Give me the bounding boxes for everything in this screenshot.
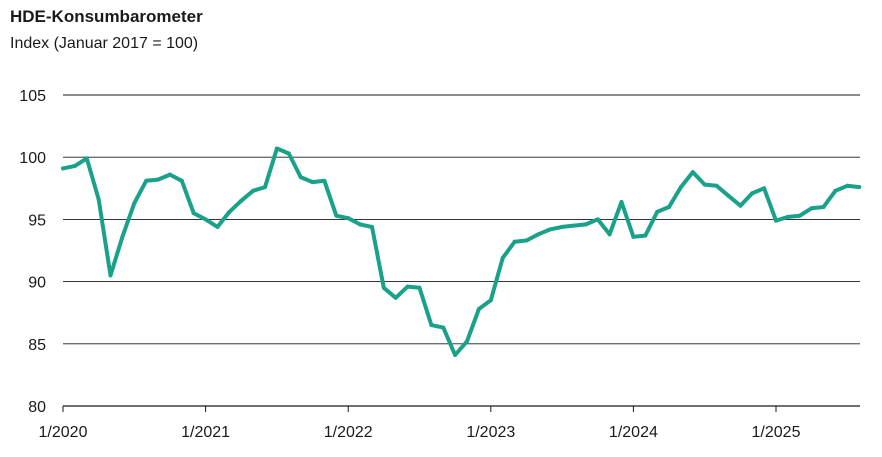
data-point bbox=[251, 188, 256, 193]
data-point bbox=[785, 214, 790, 219]
data-point bbox=[690, 170, 695, 175]
data-point bbox=[667, 204, 672, 209]
data-point bbox=[821, 204, 826, 209]
x-tick-label: 1/2023 bbox=[466, 424, 515, 441]
data-point bbox=[512, 239, 517, 244]
y-tick-label: 80 bbox=[28, 399, 46, 416]
data-point bbox=[417, 285, 422, 290]
data-point bbox=[833, 188, 838, 193]
series-line bbox=[61, 146, 862, 357]
data-point bbox=[631, 234, 636, 239]
y-tick-label: 85 bbox=[28, 337, 46, 354]
data-point bbox=[346, 216, 351, 221]
data-point bbox=[369, 224, 374, 229]
y-tick-label: 105 bbox=[19, 88, 46, 105]
data-point bbox=[393, 295, 398, 300]
x-tick-label: 1/2020 bbox=[39, 424, 88, 441]
data-point bbox=[61, 166, 65, 171]
data-point bbox=[156, 177, 161, 182]
data-point bbox=[714, 183, 719, 188]
data-point bbox=[203, 217, 208, 222]
data-point bbox=[845, 183, 850, 188]
data-point bbox=[607, 232, 612, 237]
data-point bbox=[227, 209, 232, 214]
data-point bbox=[263, 185, 268, 190]
data-point bbox=[560, 224, 565, 229]
data-point bbox=[583, 222, 588, 227]
data-point bbox=[120, 234, 125, 239]
chart-title: HDE-Konsumbarometer bbox=[10, 7, 203, 26]
data-point bbox=[453, 352, 458, 357]
data-point bbox=[274, 146, 279, 151]
x-tick-label: 1/2021 bbox=[181, 424, 230, 441]
data-point bbox=[310, 180, 315, 185]
data-point bbox=[334, 213, 339, 218]
data-point bbox=[108, 273, 113, 278]
data-point bbox=[322, 178, 327, 183]
data-point bbox=[548, 227, 553, 232]
data-point bbox=[96, 197, 101, 202]
data-point bbox=[358, 222, 363, 227]
data-point bbox=[179, 178, 184, 183]
data-point bbox=[239, 198, 244, 203]
data-point bbox=[595, 217, 600, 222]
data-point bbox=[429, 323, 434, 328]
x-tick-label: 1/2022 bbox=[324, 424, 373, 441]
data-point bbox=[524, 238, 529, 243]
data-point bbox=[536, 232, 541, 237]
data-point bbox=[405, 284, 410, 289]
y-tick-label: 90 bbox=[28, 275, 46, 292]
data-point bbox=[678, 185, 683, 190]
chart-subtitle: Index (Januar 2017 = 100) bbox=[10, 35, 199, 52]
x-tick-label: 1/2024 bbox=[609, 424, 658, 441]
data-point bbox=[72, 163, 77, 168]
data-point bbox=[500, 255, 505, 260]
data-point bbox=[619, 199, 624, 204]
data-point bbox=[702, 182, 707, 187]
data-point bbox=[441, 325, 446, 330]
data-point bbox=[381, 285, 386, 290]
data-point bbox=[655, 209, 660, 214]
y-tick-label: 95 bbox=[28, 212, 46, 229]
y-tick-label: 100 bbox=[19, 150, 46, 167]
data-point bbox=[298, 175, 303, 180]
data-point bbox=[476, 306, 481, 311]
x-tick-label: 1/2025 bbox=[752, 424, 801, 441]
data-point bbox=[797, 213, 802, 218]
data-point bbox=[762, 186, 767, 191]
data-point bbox=[488, 298, 493, 303]
data-point bbox=[144, 178, 149, 183]
data-point bbox=[750, 191, 755, 196]
data-point bbox=[571, 223, 576, 228]
data-point bbox=[132, 201, 137, 206]
data-point bbox=[191, 211, 196, 216]
data-point bbox=[774, 218, 778, 223]
data-point bbox=[643, 233, 648, 238]
data-point bbox=[738, 203, 743, 208]
data-point bbox=[84, 156, 89, 161]
data-point bbox=[465, 339, 470, 344]
data-point bbox=[726, 193, 731, 198]
data-point bbox=[215, 224, 220, 229]
data-point bbox=[857, 185, 862, 190]
data-point bbox=[167, 172, 172, 177]
data-point bbox=[809, 206, 814, 211]
data-point bbox=[286, 151, 291, 156]
